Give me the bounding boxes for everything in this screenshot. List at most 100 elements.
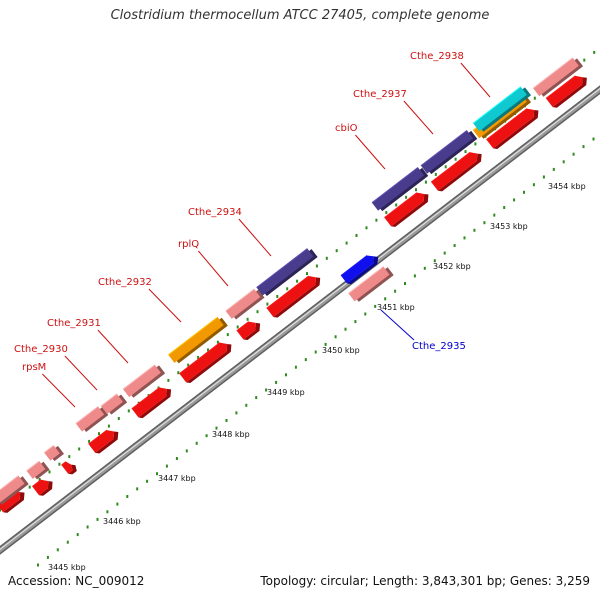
cds-feature-shine [43, 444, 55, 454]
tick-mark [156, 472, 158, 476]
tick-mark [324, 342, 327, 346]
tick-mark [344, 327, 347, 331]
tick-mark [68, 455, 71, 459]
kbp-label: 3450 kbp [322, 346, 360, 355]
gene-label: Cthe_2932 [98, 277, 152, 288]
tick-mark [592, 137, 595, 141]
reverse-gene-feature-shine [340, 255, 368, 276]
cds-feature [371, 166, 429, 212]
backbone-body [0, 87, 600, 553]
cds-feature [26, 460, 50, 480]
cds-feature [43, 444, 65, 462]
tick-mark [334, 335, 337, 339]
label-leader-line [42, 373, 76, 408]
gene-feature-face [431, 152, 478, 191]
topology-summary: Topology: circular; Length: 3,843,301 bp… [260, 574, 590, 588]
gene-feature [131, 387, 172, 419]
tick-mark [225, 419, 228, 422]
tick-mark [185, 449, 188, 453]
tick-mark [126, 495, 129, 498]
tick-mark [513, 198, 516, 202]
tick-mark [235, 411, 238, 415]
tick-mark [375, 218, 378, 222]
backbone-highlight [0, 88, 600, 550]
tick-mark [315, 264, 318, 268]
gene-feature-face [131, 387, 167, 418]
tick-mark [286, 287, 289, 291]
gene-feature-side [391, 193, 429, 227]
reverse-gene-feature-side [346, 256, 379, 285]
tick-mark [296, 279, 299, 283]
cds-feature [472, 86, 532, 132]
tick-mark [385, 211, 388, 215]
tick-mark [146, 479, 149, 483]
tick-mark [76, 533, 79, 537]
gene-feature-shine [486, 108, 528, 141]
tick-mark [434, 172, 437, 176]
gene-feature-side [95, 431, 119, 454]
gene-feature [61, 461, 77, 475]
cds-feature-shine [256, 248, 308, 288]
tick-mark [207, 348, 209, 352]
label-leader-line [148, 288, 182, 323]
cds-feature-shine [532, 57, 574, 89]
tick-mark [345, 241, 348, 245]
gene-feature-side [437, 153, 482, 192]
tick-mark [197, 356, 200, 359]
tick-mark [285, 373, 287, 377]
tick-mark [236, 325, 239, 329]
cds-feature [0, 475, 29, 505]
genome-backbone [0, 85, 600, 555]
tick-mark [395, 203, 398, 207]
tick-mark [443, 251, 446, 255]
tick-mark [136, 487, 139, 491]
gene-label: rpsM [22, 362, 46, 373]
cds-feature-face [256, 248, 314, 296]
tick-mark [306, 272, 308, 276]
tick-mark [276, 295, 279, 298]
gene-label: Cthe_2931 [47, 318, 101, 329]
reverse-cds-feature [348, 266, 394, 302]
cds-feature-shine [100, 393, 118, 407]
gene-feature-side [68, 464, 77, 475]
gene-feature [545, 75, 587, 108]
tick-mark [444, 165, 447, 169]
cds-feature-shine [225, 288, 255, 312]
tick-mark [107, 424, 110, 428]
tick-mark [454, 157, 457, 161]
kbp-label: 3449 kbp [267, 388, 305, 397]
cds-feature-shine [0, 475, 19, 497]
tick-mark [106, 510, 109, 514]
gene-label: Cthe_2938 [410, 51, 464, 62]
tick-mark [226, 333, 229, 337]
tick-mark [453, 244, 456, 247]
gene-feature-side [186, 343, 232, 383]
tick-mark [275, 380, 278, 384]
gene-feature-face [384, 192, 425, 227]
gene-feature [430, 151, 482, 192]
tick-mark [245, 403, 248, 407]
gene-feature-side [273, 277, 321, 318]
tick-mark [433, 259, 436, 263]
tick-mark [294, 365, 297, 369]
cds-feature-shine [420, 129, 468, 167]
gene-feature-side [552, 77, 587, 108]
gene-feature-face [0, 490, 21, 513]
tick-mark [56, 548, 59, 552]
tick-mark [355, 234, 358, 237]
gene-feature-shine [430, 151, 471, 183]
cds-feature-face [225, 289, 261, 319]
gene-feature-shine [384, 192, 418, 219]
cds-feature-face [473, 86, 527, 132]
cds-feature-face [26, 461, 46, 479]
gene-feature [179, 342, 232, 383]
gene-feature-side [39, 481, 53, 496]
tick-mark [474, 142, 477, 146]
tick-mark [38, 478, 41, 481]
tick-mark [583, 58, 586, 62]
gene-feature-shine [88, 429, 108, 445]
tick-mark [116, 502, 119, 506]
kbp-label: 3454 kbp [548, 182, 586, 191]
label-leader-line [97, 329, 129, 364]
